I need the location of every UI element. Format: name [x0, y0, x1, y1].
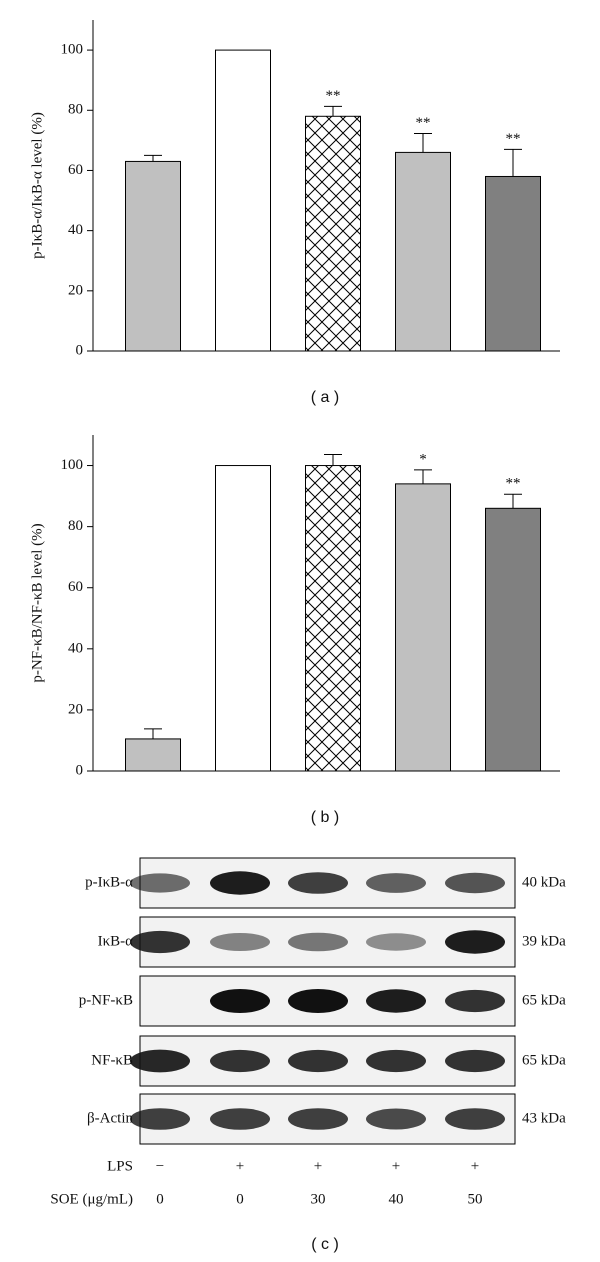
- condition-value: 40: [389, 1191, 404, 1207]
- condition-value: 50: [468, 1191, 483, 1207]
- blot-band: [366, 1108, 426, 1130]
- row-label: p-NF-κB: [79, 992, 133, 1008]
- y-tick-label: 0: [76, 762, 84, 778]
- size-label: 39 kDa: [522, 933, 566, 949]
- row-label: IκB-α: [98, 933, 134, 949]
- size-label: 43 kDa: [522, 1110, 566, 1126]
- blot-band: [445, 1108, 505, 1130]
- blot-band: [445, 989, 505, 1013]
- condition-value: 0: [156, 1191, 164, 1207]
- blot-band: [445, 1049, 505, 1073]
- blot-band: [366, 873, 426, 893]
- bar: [125, 160, 181, 352]
- error-bar: [504, 148, 522, 177]
- blot-band: [288, 1108, 348, 1130]
- caption: ( a ): [311, 389, 339, 406]
- y-tick-label: 100: [61, 42, 84, 58]
- error-bar: [414, 469, 432, 484]
- y-tick-label: 0: [76, 342, 84, 358]
- bar: [305, 465, 361, 772]
- y-tick-label: 80: [68, 102, 83, 118]
- bar: [485, 175, 541, 352]
- blot-band: [445, 930, 505, 954]
- bar: [395, 483, 451, 772]
- caption: ( c ): [311, 1236, 339, 1253]
- bar: [215, 465, 271, 772]
- bar: [485, 507, 541, 772]
- condition-value: +: [471, 1158, 479, 1174]
- y-axis-label: p-IκB-α/IκB-α level (%): [29, 112, 45, 259]
- blot-band: [130, 930, 190, 954]
- y-tick-label: 40: [68, 640, 83, 656]
- condition-value: +: [314, 1158, 322, 1174]
- blot-band: [366, 1049, 426, 1073]
- bar: [395, 151, 451, 352]
- blot-band: [210, 871, 270, 895]
- size-label: 40 kDa: [522, 874, 566, 890]
- condition-value: +: [392, 1158, 400, 1174]
- condition-value: 30: [311, 1191, 326, 1207]
- blot-band: [366, 989, 426, 1013]
- blot-band: [288, 1049, 348, 1073]
- blot-band: [445, 872, 505, 894]
- error-bar: [324, 105, 342, 117]
- blot-band: [288, 872, 348, 894]
- y-tick-label: 40: [68, 222, 83, 238]
- blot-band: [130, 873, 190, 893]
- blot-band: [210, 1049, 270, 1073]
- y-tick-label: 20: [68, 701, 83, 717]
- significance-label: **: [506, 131, 521, 147]
- error-bar: [414, 132, 432, 153]
- condition-label: LPS: [107, 1158, 133, 1174]
- bar: [305, 115, 361, 352]
- y-tick-label: 100: [61, 457, 84, 473]
- blot-band: [210, 933, 270, 951]
- significance-label: *: [419, 451, 427, 467]
- row-label: p-IκB-α: [85, 874, 133, 890]
- error-bar: [504, 493, 522, 509]
- bar: [125, 738, 181, 772]
- error-bar: [144, 728, 162, 739]
- size-label: 65 kDa: [522, 992, 566, 1008]
- blot-band: [288, 932, 348, 952]
- row-label: NF-κB: [91, 1052, 133, 1068]
- y-tick-label: 20: [68, 282, 83, 298]
- row-label: β-Actin: [87, 1110, 133, 1126]
- blot-band: [210, 989, 270, 1013]
- y-tick-label: 80: [68, 518, 83, 534]
- error-bar: [324, 454, 342, 466]
- condition-label: SOE (μg/mL): [50, 1191, 133, 1207]
- significance-label: **: [416, 115, 431, 131]
- y-tick-label: 60: [68, 162, 83, 178]
- condition-value: +: [236, 1158, 244, 1174]
- y-axis-label: p-NF-κB/NF-κB level (%): [29, 523, 45, 682]
- blot-band: [366, 933, 426, 951]
- y-tick-label: 60: [68, 579, 83, 595]
- size-label: 65 kDa: [522, 1052, 566, 1068]
- blot-band: [130, 1108, 190, 1130]
- significance-label: **: [506, 476, 521, 492]
- error-bar: [144, 154, 162, 162]
- significance-label: **: [326, 88, 341, 104]
- blot-band: [210, 1108, 270, 1130]
- blot-band: [288, 989, 348, 1013]
- caption: ( b ): [311, 809, 339, 826]
- condition-value: −: [156, 1158, 164, 1174]
- bar: [215, 49, 271, 352]
- blot-band: [130, 1049, 190, 1073]
- condition-value: 0: [236, 1191, 244, 1207]
